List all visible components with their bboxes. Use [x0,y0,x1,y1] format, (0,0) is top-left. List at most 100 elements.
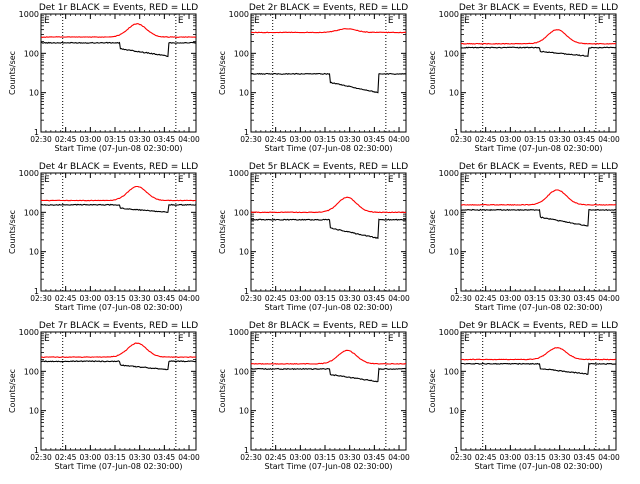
y-tick-label: 10 [449,407,459,416]
y-tick-label: 100 [24,208,39,217]
lld-series-line [460,347,617,361]
event-marker-left: E [464,16,470,26]
y-tick-label: 10 [449,89,459,98]
y-tick-label: 1 [244,287,249,296]
y-tick-label: 100 [444,49,459,58]
events-series-line [251,72,407,94]
lld-series-line [250,196,407,214]
y-axis-label: Counts/sec [428,51,437,95]
x-tick-label: 03:00 [80,294,102,303]
plot-frame [40,172,197,292]
y-axis-label: Counts/sec [8,51,17,95]
plot-frame [250,331,407,451]
x-tick-label: 03:45 [154,294,176,303]
x-tick-label: 03:45 [364,453,386,462]
x-tick-label: 02:45 [475,453,497,462]
chart-title: Det 5r BLACK = Events, RED = LLD [249,162,408,172]
event-marker-right: E [178,175,184,185]
x-tick-label: 03:45 [154,135,176,144]
event-marker-left: E [254,334,260,344]
x-tick-label: 02:45 [265,135,287,144]
chart-panel: Det 8r BLACK = Events, RED = LLD 1 10 100 10… [218,321,410,471]
lld-series-line [40,342,197,359]
x-tick-label: 03:15 [524,135,546,144]
y-tick-label: 100 [24,49,39,58]
x-tick-label: 03:15 [104,294,126,303]
plot-frame [250,13,407,133]
x-tick-label: 04:00 [388,453,410,462]
y-tick-label: 1000 [229,169,249,178]
lld-series-line [461,29,617,45]
x-tick-label: 02:30 [450,453,472,462]
y-tick-label: 10 [29,407,39,416]
events-series-line [40,360,197,371]
x-tick-label: 03:30 [129,135,151,144]
y-tick-label: 1000 [439,169,459,178]
y-tick-label: 1 [454,128,459,137]
chart-panel: Det 2r BLACK = Events, RED = LLD 1 10 100 10… [218,3,410,153]
event-marker-right: E [178,334,184,344]
y-tick-label: 10 [29,89,39,98]
chart-title: Det 6r BLACK = Events, RED = LLD [459,162,618,172]
x-axis-label: Start Time (07-Jun-08 02:30:00) [265,303,393,312]
x-tick-label: 02:30 [30,135,52,144]
x-tick-label: 04:00 [178,453,200,462]
x-axis-label: Start Time (07-Jun-08 02:30:00) [265,462,393,471]
lld-series-line [40,185,197,202]
x-tick-label: 03:30 [129,453,151,462]
event-marker-right: E [178,16,184,26]
x-tick-label: 03:15 [104,135,126,144]
x-axis-label: Start Time (07-Jun-08 02:30:00) [475,144,603,153]
event-marker-right: E [388,334,394,344]
chart-panel: Det 3r BLACK = Events, RED = LLD 1 10 100 10… [428,3,620,153]
x-tick-label: 02:45 [55,294,77,303]
x-tick-label: 03:00 [290,453,312,462]
chart-title: Det 7r BLACK = Events, RED = LLD [39,321,198,331]
y-tick-label: 100 [444,208,459,217]
y-axis-label: Counts/sec [428,210,437,254]
x-tick-label: 03:45 [574,294,596,303]
events-series-line [460,208,617,227]
y-tick-label: 10 [449,248,459,257]
x-tick-label: 04:00 [388,135,410,144]
events-series-line [250,218,407,240]
plot-frame [460,13,617,133]
event-marker-left: E [44,175,50,185]
x-tick-label: 02:30 [240,453,262,462]
event-marker-left: E [254,175,260,185]
y-tick-label: 100 [444,367,459,376]
x-tick-label: 02:45 [55,453,77,462]
x-tick-label: 02:45 [475,294,497,303]
y-tick-label: 1 [244,128,249,137]
x-axis-label: Start Time (07-Jun-08 02:30:00) [55,303,183,312]
y-tick-label: 100 [234,208,249,217]
lld-series-line [460,189,616,206]
x-tick-label: 04:00 [598,294,620,303]
event-marker-right: E [598,175,604,185]
events-series-line [461,362,617,375]
x-tick-label: 03:15 [524,294,546,303]
plot-frame [460,172,617,292]
x-tick-label: 03:45 [574,453,596,462]
x-tick-label: 02:45 [55,135,77,144]
x-tick-label: 02:45 [475,135,497,144]
chart-title: Det 3r BLACK = Events, RED = LLD [459,3,618,13]
x-tick-label: 04:00 [598,453,620,462]
x-tick-label: 03:30 [339,294,361,303]
y-axis-label: Counts/sec [218,51,227,95]
x-tick-label: 03:00 [80,453,102,462]
plot-frame [40,331,197,451]
events-series-line [250,367,407,383]
y-tick-label: 1000 [439,328,459,337]
y-tick-label: 10 [239,248,249,257]
x-tick-label: 03:30 [129,294,151,303]
y-tick-label: 1000 [19,328,39,337]
x-tick-label: 03:15 [524,453,546,462]
chart-title: Det 9r BLACK = Events, RED = LLD [459,321,618,331]
lld-series-line [40,23,197,38]
x-tick-label: 03:00 [500,294,522,303]
x-tick-label: 03:45 [574,135,596,144]
x-tick-label: 02:45 [265,294,287,303]
